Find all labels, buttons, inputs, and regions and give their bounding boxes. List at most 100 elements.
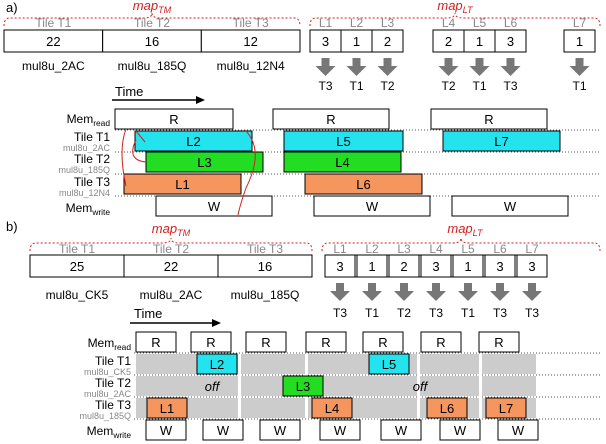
- mem-write-label: W: [274, 423, 287, 438]
- mem-read-block: [430, 108, 548, 130]
- mem-read-label: R: [169, 112, 178, 127]
- mem-write-block: [497, 419, 539, 441]
- band-separator: [238, 354, 241, 418]
- map-lt-title: mapLT: [447, 221, 484, 238]
- mem-write-label: W: [208, 199, 221, 214]
- layer-block: [146, 397, 188, 419]
- layer-value: 3: [432, 259, 439, 274]
- layer-target: T3: [525, 306, 539, 320]
- layer-block-label: L6: [356, 177, 370, 192]
- mem-write-label: W: [334, 423, 347, 438]
- layer-block-label: L3: [197, 155, 211, 170]
- layer-target: T1: [365, 306, 379, 320]
- layer-block-label: L1: [175, 177, 189, 192]
- layer-value: 3: [336, 259, 343, 274]
- layer-block: [283, 130, 404, 152]
- layer-value-cell: [324, 254, 356, 278]
- band-separator: [479, 354, 482, 418]
- panel-label: b): [6, 219, 18, 234]
- map-lt-brace: [321, 237, 601, 252]
- mem-write-label: W: [217, 423, 230, 438]
- tile-header: Tile T2: [134, 16, 170, 30]
- mem-write-block: [380, 419, 422, 441]
- layer-block: [442, 130, 561, 152]
- layer-block-label: L4: [325, 401, 339, 416]
- down-arrow-icon: [569, 58, 590, 76]
- mem-read-label: R: [494, 335, 503, 350]
- row-label-mult-t1: mul8u_CK5: [84, 367, 131, 377]
- down-arrow-icon: [377, 58, 398, 76]
- down-arrow-icon: [500, 58, 521, 76]
- row-label-tile-t2: Tile T2: [74, 152, 110, 166]
- layer-value: 1: [464, 259, 471, 274]
- row-label-mult-t2: mul8u_2AC: [84, 389, 132, 399]
- down-arrow-icon: [458, 283, 478, 301]
- tile-value: 22: [164, 259, 178, 274]
- layer-target: T3: [503, 79, 517, 93]
- mem-write-block: [319, 419, 361, 441]
- row-label-mem-write: Memwrite: [66, 201, 111, 217]
- mem-read-block: [478, 331, 520, 353]
- tile-value-cell: [200, 29, 301, 53]
- layer-value-cell: [371, 29, 404, 53]
- layer-header: L5: [473, 16, 487, 30]
- mem-read-block: [420, 331, 462, 353]
- idle-band-t1: [136, 354, 536, 374]
- off-label: off: [413, 379, 429, 394]
- mem-write-label: W: [454, 423, 467, 438]
- dependency-arrow: [135, 130, 146, 143]
- layer-block: [304, 173, 423, 195]
- layer-target: T1: [349, 79, 363, 93]
- mem-read-label: R: [261, 335, 270, 350]
- layer-value: 3: [322, 34, 329, 49]
- layer-block: [368, 353, 410, 375]
- mem-read-block: [135, 331, 177, 353]
- layer-header: L6: [493, 242, 507, 256]
- layer-block-label: L2: [210, 357, 224, 372]
- down-arrow-icon: [362, 283, 382, 301]
- layer-block: [282, 375, 324, 397]
- row-label-tile-t3: Tile T3: [74, 175, 110, 189]
- row-label-mem-read: Memread: [88, 336, 132, 352]
- mem-read-block: [305, 331, 347, 353]
- mem-write-label: W: [395, 423, 408, 438]
- layer-block-label: L7: [494, 134, 508, 149]
- mem-read-label: R: [321, 335, 330, 350]
- layer-target: T3: [429, 306, 443, 320]
- layer-block: [311, 397, 353, 419]
- tile-multiplier: mul8u_12N4: [217, 59, 285, 73]
- layer-value: 3: [496, 259, 503, 274]
- tile-header: Tile T1: [59, 242, 95, 256]
- mem-write-block: [155, 195, 273, 217]
- layer-value-cell: [452, 254, 484, 278]
- layer-block-label: L1: [160, 401, 174, 416]
- layer-block-label: L5: [336, 134, 350, 149]
- layer-value-cell: [420, 254, 452, 278]
- mem-read-block: [114, 108, 234, 130]
- tile-header: Tile T3: [247, 242, 283, 256]
- layer-target: T2: [397, 306, 411, 320]
- layer-header: L3: [397, 242, 411, 256]
- layer-block: [196, 353, 238, 375]
- row-label-tile-t3: Tile T3: [95, 398, 131, 412]
- row-label-mult-t3: mul8u_12N4: [59, 188, 110, 198]
- mem-read-block: [245, 331, 287, 353]
- layer-target: T3: [318, 79, 332, 93]
- layer-value-cell: [388, 254, 420, 278]
- layer-value-cell: [484, 254, 516, 278]
- down-arrow-icon: [469, 58, 490, 76]
- mem-read-block: [190, 331, 232, 353]
- mem-read-label: R: [206, 335, 215, 350]
- mem-write-block: [259, 419, 301, 441]
- down-arrow-icon: [438, 58, 459, 76]
- layer-block: [485, 397, 527, 419]
- mem-read-label: R: [326, 112, 335, 127]
- row-label-mult-t1: mul8u_2AC: [63, 143, 111, 153]
- time-arrow-icon: [196, 96, 205, 104]
- layer-header: L2: [365, 242, 379, 256]
- mem-write-block: [439, 419, 481, 441]
- tile-value: 22: [46, 34, 60, 49]
- map-tm-brace: [29, 237, 313, 252]
